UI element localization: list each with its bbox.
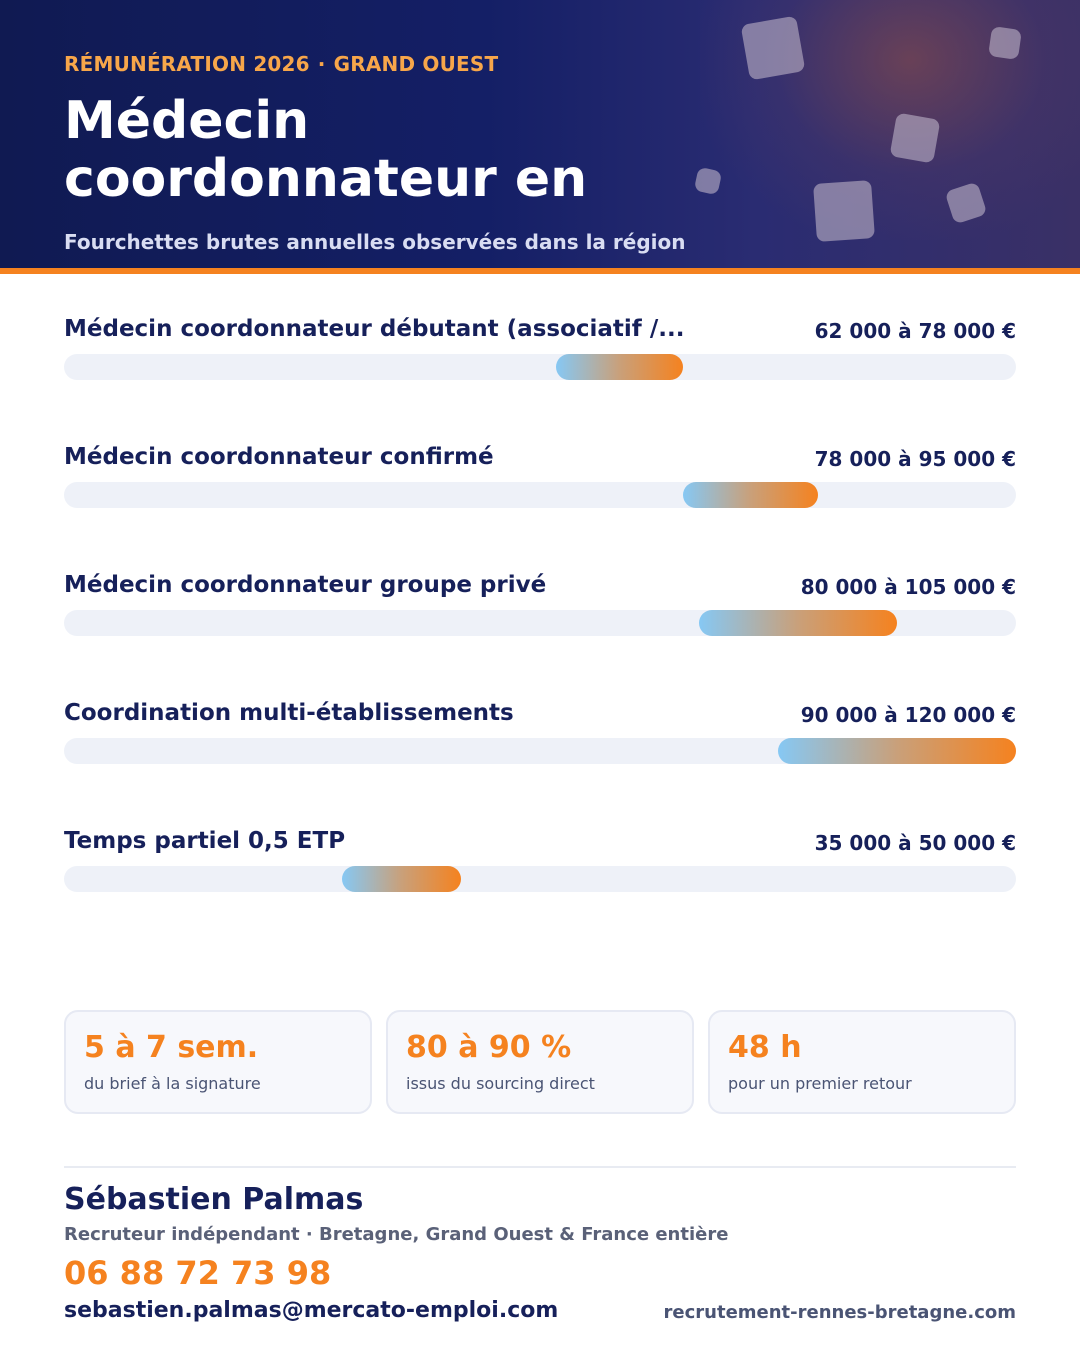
stat-value: 48 h — [728, 1030, 802, 1065]
range-bar — [555, 354, 683, 380]
decor-square-icon — [988, 26, 1022, 60]
eyebrow: RÉMUNÉRATION 2026 · GRAND OUEST — [64, 52, 498, 76]
stat-value: 5 à 7 sem. — [84, 1030, 259, 1065]
header-accent-line — [0, 268, 1080, 274]
range-bar — [341, 866, 461, 892]
stat-caption: du brief à la signature — [84, 1074, 261, 1093]
page-title: Médecin coordonnateur en — [64, 91, 588, 209]
bar-track — [64, 866, 1016, 892]
range-value-label: 90 000 à 120 000 € — [800, 703, 1016, 727]
range-value-label: 35 000 à 50 000 € — [814, 831, 1016, 855]
bar-track — [64, 354, 1016, 380]
decor-square-icon — [740, 15, 806, 81]
range-value-label: 62 000 à 78 000 € — [814, 319, 1016, 343]
bar-track — [64, 482, 1016, 508]
stat-value: 80 à 90 % — [406, 1030, 572, 1065]
range-bar — [778, 738, 1016, 764]
decor-square-icon — [813, 180, 875, 242]
contact-phone-link[interactable]: 06 88 72 73 98 — [64, 1254, 332, 1292]
decor-square-icon — [889, 112, 941, 164]
range-bar — [682, 482, 818, 508]
website-link[interactable]: recrutement-rennes-bretagne.com — [663, 1302, 1016, 1323]
eyebrow-left: RÉMUNÉRATION 2026 — [64, 52, 310, 76]
eyebrow-separator: · — [317, 52, 326, 76]
footer-divider — [64, 1166, 1016, 1168]
category-label: Temps partiel 0,5 ETP — [64, 828, 346, 854]
contact-name: Sébastien Palmas — [64, 1182, 364, 1217]
range-value-label: 80 000 à 105 000 € — [800, 575, 1016, 599]
stat-caption: pour un premier retour — [728, 1074, 912, 1093]
header-banner: RÉMUNÉRATION 2026 · GRAND OUEST Médecin co… — [0, 0, 1080, 268]
category-label: Médecin coordonnateur groupe privé — [64, 572, 547, 598]
category-label: Médecin coordonnateur confirmé — [64, 444, 494, 470]
category-label: Coordination multi-établissements — [64, 700, 514, 726]
range-value-label: 78 000 à 95 000 € — [814, 447, 1016, 471]
stat-card: 80 à 90 % issus du sourcing direct — [386, 1010, 694, 1114]
bar-track — [64, 610, 1016, 636]
eyebrow-right: GRAND OUEST — [333, 52, 499, 76]
page-subtitle: Fourchettes brutes annuelles observées d… — [64, 230, 686, 254]
stat-card: 5 à 7 sem. du brief à la signature — [64, 1010, 372, 1114]
stat-caption: issus du sourcing direct — [406, 1074, 595, 1093]
range-bar — [698, 610, 897, 636]
category-label: Médecin coordonnateur débutant (associat… — [64, 316, 685, 342]
contact-role: Recruteur indépendant · Bretagne, Grand … — [64, 1224, 729, 1245]
bar-track — [64, 738, 1016, 764]
stat-card: 48 h pour un premier retour — [708, 1010, 1016, 1114]
contact-email-link[interactable]: sebastien.palmas@mercato-emploi.com — [64, 1298, 559, 1323]
